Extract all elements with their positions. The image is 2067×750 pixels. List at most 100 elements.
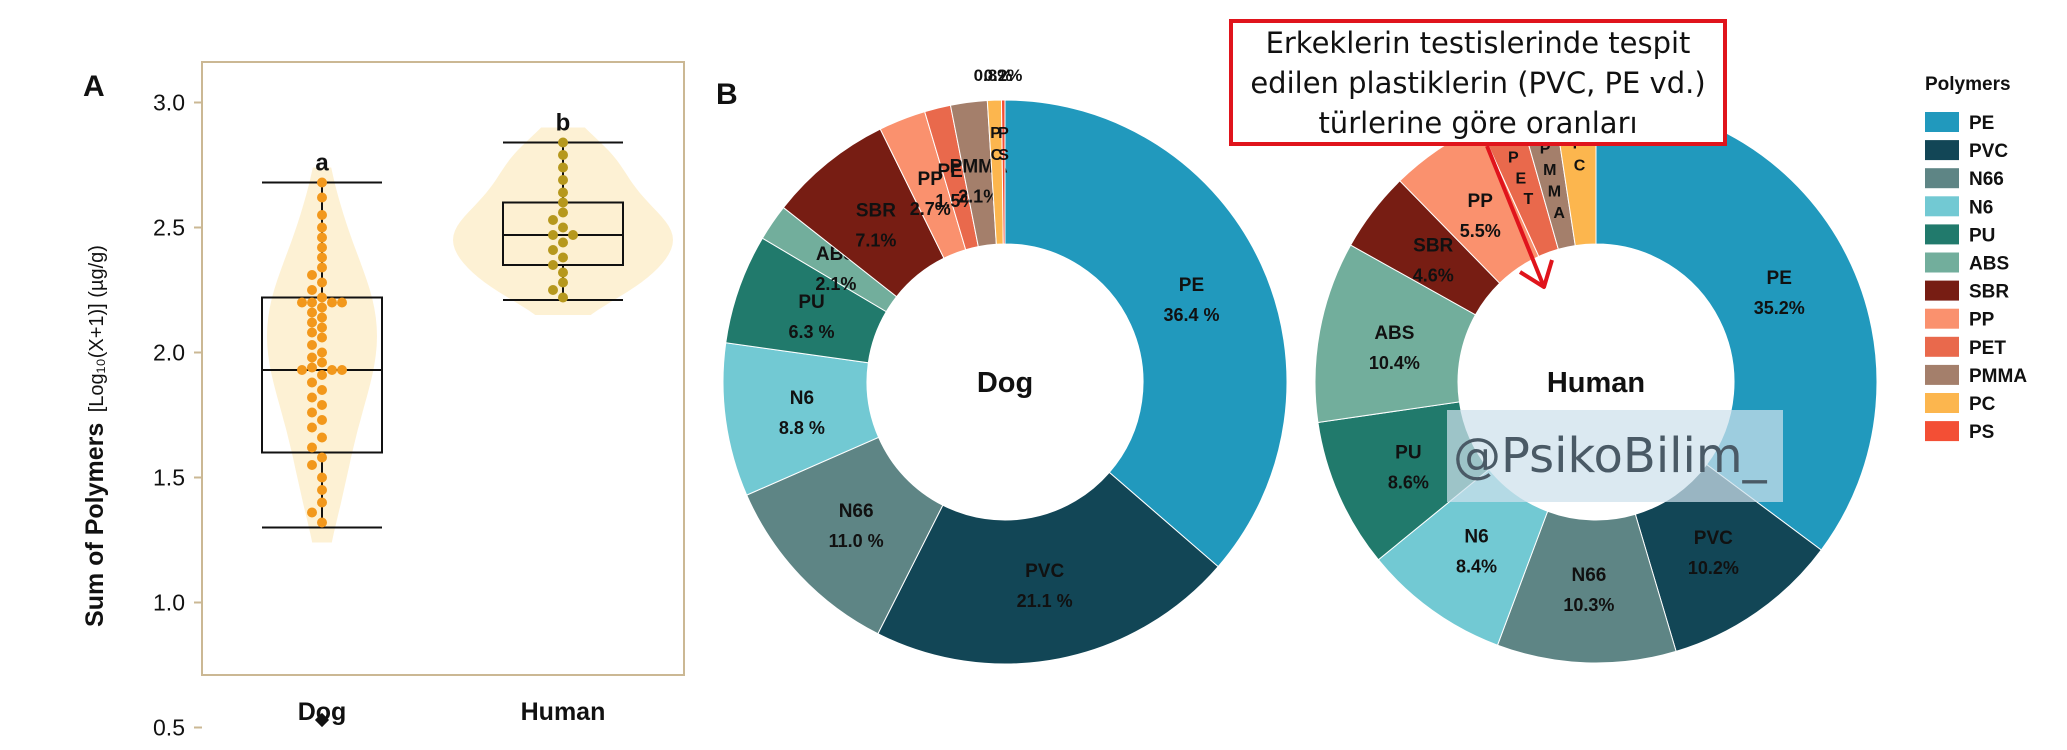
- slice-percent-label: 0.2%: [984, 66, 1023, 85]
- slice-name-label: PE: [1179, 275, 1204, 296]
- data-point: [558, 222, 568, 233]
- panel-label-b: B: [716, 78, 738, 111]
- slice-name-label: SBR: [1413, 235, 1453, 256]
- x-category-label: Human: [521, 698, 606, 726]
- data-point: [317, 312, 327, 323]
- slice-letter-label: P: [1540, 140, 1551, 157]
- legend-item-label: PET: [1969, 338, 2006, 359]
- legend-item-label: PVC: [1969, 141, 2008, 162]
- slice-percent-label: 2.7%: [910, 199, 951, 219]
- legend-item-label: N6: [1969, 197, 1993, 218]
- data-point: [317, 322, 327, 333]
- data-point: [317, 497, 327, 508]
- data-point: [317, 177, 327, 188]
- slice-name-label: PP: [918, 169, 944, 190]
- slice-name-label: N66: [839, 501, 874, 522]
- data-point: [317, 292, 327, 303]
- data-point: [558, 277, 568, 288]
- data-point: [327, 365, 337, 375]
- y-tick-label: 0.5: [153, 715, 185, 741]
- slice-letter-label: M: [1543, 162, 1556, 179]
- data-point: [307, 392, 317, 403]
- legend-swatch: [1925, 252, 1959, 273]
- data-point: [317, 452, 327, 463]
- slice-percent-label: 1.5%: [935, 191, 976, 211]
- slice-percent-label: 2.1%: [815, 274, 856, 294]
- significance-letter: a: [315, 150, 329, 177]
- data-point: [317, 370, 327, 380]
- data-point: [317, 517, 327, 528]
- slice-percent-label: 10.3%: [1563, 595, 1614, 615]
- slice-percent-label: 6.3 %: [789, 322, 835, 342]
- data-point: [558, 237, 568, 248]
- legend-swatch: [1925, 280, 1959, 301]
- y-tick-label: 2.5: [153, 215, 185, 241]
- data-point: [307, 317, 317, 328]
- data-point: [317, 210, 327, 220]
- slice-percent-label: 8.6%: [1388, 473, 1429, 493]
- slice-name-label: ABS: [1374, 323, 1414, 344]
- legend-item-label: PP: [1969, 310, 1995, 331]
- data-point: [558, 137, 568, 148]
- data-point: [558, 175, 568, 185]
- donut-center-label: Dog: [977, 367, 1033, 399]
- data-point: [558, 162, 568, 173]
- data-point: [317, 357, 327, 368]
- data-point: [317, 432, 327, 443]
- slice-letter-label: T: [1524, 191, 1534, 208]
- slice-name-label: N6: [1464, 527, 1488, 548]
- y-axis-label: Sum of Polymers [Log₁₀(X+1)] (µg/g): [81, 245, 109, 627]
- watermark: @PsikoBilim_: [1447, 410, 1783, 502]
- data-point: [558, 252, 568, 263]
- data-point: [307, 297, 317, 308]
- slice-name-label: PVC: [1694, 528, 1733, 549]
- legend-swatch: [1925, 364, 1959, 385]
- data-point: [317, 485, 327, 495]
- plot-frame: [201, 61, 685, 676]
- data-point: [548, 260, 558, 270]
- data-point: [307, 362, 317, 373]
- legend-item-label: PS: [1969, 422, 1994, 443]
- data-point: [317, 347, 327, 358]
- data-point: [317, 252, 327, 263]
- data-point: [317, 332, 327, 343]
- slice-name-label: PVC: [1025, 561, 1064, 582]
- data-point: [307, 327, 317, 338]
- legend-item-label: N66: [1969, 169, 2004, 190]
- legend-item-label: PMMA: [1969, 366, 2027, 387]
- box-plot-panel: A Sum of Polymers [Log₁₀(X+1)] (µg/g) 0.…: [81, 61, 685, 741]
- slice-letter-label: E: [1516, 170, 1527, 187]
- data-point: [558, 267, 568, 278]
- watermark-text: @PsikoBilim_: [1453, 428, 1767, 484]
- data-point: [307, 340, 317, 350]
- data-point: [558, 150, 568, 160]
- annotation-text: Erkeklerin testislerinde tespit edilen p…: [1250, 25, 1706, 140]
- slice-percent-label: 35.2%: [1754, 298, 1805, 318]
- data-point: [558, 197, 568, 208]
- legend-swatch: [1925, 224, 1959, 245]
- data-point: [548, 245, 558, 255]
- data-point: [558, 207, 568, 218]
- slice-percent-label: 36.4 %: [1163, 305, 1219, 325]
- slice-name-label: SBR: [856, 201, 896, 222]
- data-point: [317, 415, 327, 425]
- slice-percent-label: 10.4%: [1369, 353, 1420, 373]
- slice-percent-label: 2.1%: [958, 187, 999, 207]
- x-category-label: Dog: [298, 698, 347, 726]
- legend: Polymers PE PVC N66 N6 PU ABS SBR PP PET PMMA PC PS: [1925, 74, 2027, 443]
- significance-letter: b: [556, 110, 571, 137]
- data-point: [297, 297, 307, 308]
- data-point: [307, 352, 317, 363]
- legend-swatch: [1925, 336, 1959, 357]
- y-tick-label: 3.0: [153, 90, 185, 116]
- y-axis-ticks: 0.5 1.0 1.5 2.0 2.5 3.0: [153, 90, 202, 741]
- data-point: [558, 187, 568, 198]
- slice-percent-label: 11.0 %: [829, 531, 884, 551]
- slice-percent-label: 10.2%: [1688, 558, 1739, 578]
- slice-name-label: PE: [1767, 268, 1792, 289]
- annotation-arrow: [1485, 145, 1554, 289]
- data-point: [337, 297, 347, 308]
- slice-name-label: PU: [1395, 443, 1421, 464]
- slice-name-label: PP: [1468, 191, 1494, 212]
